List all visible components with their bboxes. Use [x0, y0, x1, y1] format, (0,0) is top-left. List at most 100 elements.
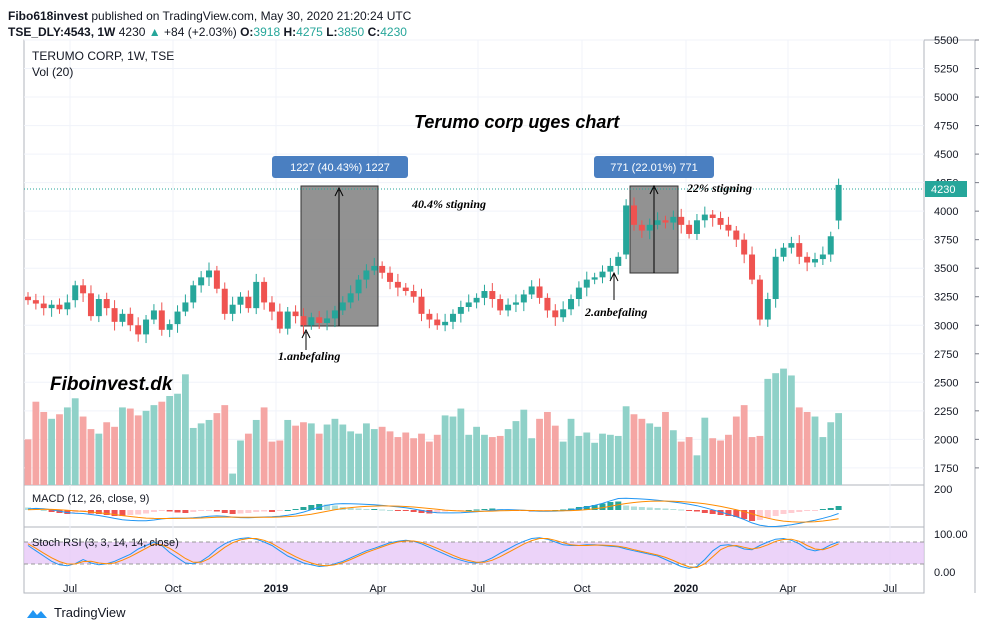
macd-histogram-bar [347, 508, 354, 510]
candle-body [449, 313, 456, 322]
macd-histogram-bar [127, 510, 134, 515]
candle-body [387, 272, 394, 282]
volume-bar [575, 435, 583, 485]
macd-histogram-bar [615, 501, 622, 510]
gain-label-1-bg [272, 156, 408, 178]
volume-bar [292, 425, 299, 485]
volume-bar [457, 408, 465, 485]
candle-body [741, 239, 748, 255]
volume-bar [756, 435, 764, 485]
volume-bar [465, 434, 473, 485]
candle-body [686, 224, 693, 234]
candle-body [512, 302, 519, 305]
gain-text-2: 22% stigning [686, 181, 752, 195]
low-value: 3850 [337, 25, 365, 39]
y-tick-label: 1750 [934, 463, 958, 475]
volume-bar [827, 422, 835, 485]
candle-body [72, 285, 79, 301]
gain-text-1: 40.4% stigning [411, 197, 486, 211]
candle-body [725, 224, 732, 231]
macd-histogram-bar [245, 510, 252, 513]
chart-title: Terumo corp uges chart [414, 112, 620, 132]
volume-bar [551, 425, 559, 485]
candle-body [764, 299, 771, 320]
candle-body [166, 324, 173, 330]
macd-histogram-bar [158, 510, 165, 511]
volume-bar [709, 438, 717, 485]
candle-body [434, 319, 441, 326]
macd-histogram-bar [48, 510, 55, 512]
macd-histogram-bar [284, 510, 291, 511]
macd-histogram-bar [355, 508, 362, 510]
candle-body [261, 281, 268, 303]
candle-body [489, 291, 496, 300]
price-axis[interactable]: 1750 2000 2250 2500 2750 3000 3250 3500 3750 4000… [934, 35, 979, 475]
volume-bar [237, 440, 244, 485]
x-tick-label: Apr [779, 583, 796, 595]
candle-body [575, 287, 582, 300]
volume-bar [496, 435, 504, 485]
symbol-label: TSE_DLY:4543, 1W [8, 25, 116, 39]
candle-body [520, 294, 527, 303]
candle-body [40, 303, 47, 309]
macd-histogram-bar [276, 510, 283, 511]
volume-bar [244, 433, 252, 485]
candle-body [646, 224, 653, 231]
candle-body [701, 214, 708, 221]
volume-bar [473, 426, 480, 485]
time-axis[interactable]: Jul Oct 2019 Apr Jul Oct 2020 Apr Jul [63, 583, 897, 595]
volume-bar [182, 374, 189, 485]
macd-histogram-bar [221, 510, 228, 513]
publish-line: Fibo618invest published on TradingView.c… [8, 9, 411, 23]
macd-label: MACD (12, 26, close, 9) [32, 493, 149, 505]
macd-histogram-bar [812, 510, 818, 511]
candle-body [599, 271, 606, 278]
macd-histogram-bar [253, 510, 260, 512]
candle-body [654, 220, 661, 225]
candle-body [733, 230, 740, 240]
gain-label-2: 771 (22.01%) 771 [610, 162, 697, 174]
candle-body [32, 300, 39, 304]
macd-histogram-bar [465, 510, 472, 511]
candle-body [198, 277, 205, 286]
volume-bar [559, 441, 567, 485]
candle-body [528, 286, 535, 295]
volume-bar [174, 393, 181, 485]
candle-body [363, 270, 370, 280]
candle-body [158, 310, 165, 330]
rec-arrowhead-2 [609, 271, 619, 282]
volume-bar [646, 423, 654, 485]
watermark: Fiboinvest.dk [50, 374, 174, 395]
candle-body [678, 216, 685, 225]
candle-body [544, 297, 551, 311]
price-chart[interactable]: 1227 (40.43%) 1227 771 (22.01%) 771 Teru… [0, 0, 989, 600]
rsi-label: Stoch RSI (3, 3, 14, 14, close) [32, 537, 179, 549]
y-tick-label: 3750 [934, 235, 958, 247]
volume-bar [693, 455, 701, 485]
candle-body [638, 224, 645, 231]
volume-bar [260, 407, 268, 485]
volume-bar [40, 411, 48, 485]
candle-body [371, 265, 378, 271]
change-value: +84 (+2.03%) [164, 25, 237, 39]
volume-bar [221, 405, 229, 485]
candle-body [87, 293, 94, 317]
candle-body [560, 309, 567, 318]
candle-body [143, 319, 150, 335]
publisher-name: Fibo618invest [8, 9, 89, 23]
candle-body [819, 254, 826, 260]
macd-histogram-bar [331, 505, 338, 510]
macd-histogram-bar [772, 510, 779, 516]
footer: TradingView [26, 605, 126, 620]
volume-bar [205, 419, 213, 485]
macd-histogram-bar [599, 503, 606, 510]
volume-bar [481, 434, 488, 485]
y-tick-label: 5250 [934, 64, 958, 76]
macd-histogram-bar [324, 504, 331, 510]
open-label: O: [240, 25, 254, 39]
volume-bar [315, 433, 323, 485]
candle-body [213, 270, 220, 289]
candles [25, 178, 842, 344]
macd-histogram-bar [654, 508, 661, 510]
volume-bar [795, 407, 803, 485]
